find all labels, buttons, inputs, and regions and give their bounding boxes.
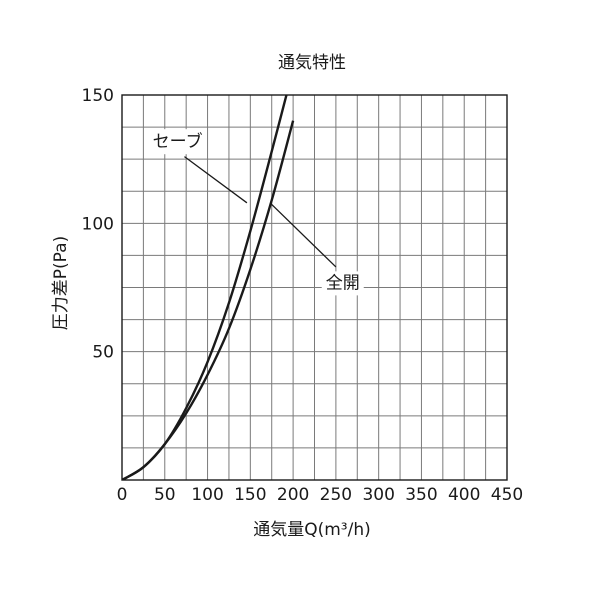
x-tick-label: 250 bbox=[320, 485, 352, 505]
y-tick-label: 50 bbox=[92, 343, 114, 363]
y-tick-label: 150 bbox=[82, 86, 114, 106]
x-tick-label: 450 bbox=[491, 485, 523, 505]
plot-frame bbox=[121, 94, 508, 481]
x-tick-label: 400 bbox=[448, 485, 480, 505]
x-tick-label: 150 bbox=[234, 485, 266, 505]
x-axis-tick-labels: 0 50 100 150 200 250 300 350 400 450 bbox=[117, 485, 524, 505]
annotation-leader-full-open bbox=[269, 202, 337, 268]
annotation-label-background bbox=[321, 271, 364, 296]
x-axis-title: 通気量Q(m³/h) bbox=[253, 520, 371, 540]
y-tick-label: 100 bbox=[82, 214, 114, 234]
annotation-leader-save bbox=[184, 156, 248, 204]
x-tick-label: 200 bbox=[277, 485, 309, 505]
annotation-label-background bbox=[148, 129, 207, 155]
x-tick-label: 350 bbox=[405, 485, 437, 505]
series-layer bbox=[122, 95, 295, 480]
y-axis-tick-labels: 50 100 150 bbox=[82, 86, 114, 363]
chart-title: 通気特性 bbox=[278, 53, 346, 73]
y-axis-title: 圧力差P(Pa) bbox=[51, 236, 71, 330]
series-line-full-open bbox=[122, 120, 295, 480]
annotation-label-full-open: 全開 bbox=[326, 273, 360, 293]
x-tick-label: 0 bbox=[117, 485, 128, 505]
x-tick-label: 50 bbox=[154, 485, 176, 505]
x-tick-label: 300 bbox=[362, 485, 394, 505]
annotation-label-save: セーブ bbox=[153, 131, 203, 152]
x-tick-label: 100 bbox=[191, 485, 223, 505]
